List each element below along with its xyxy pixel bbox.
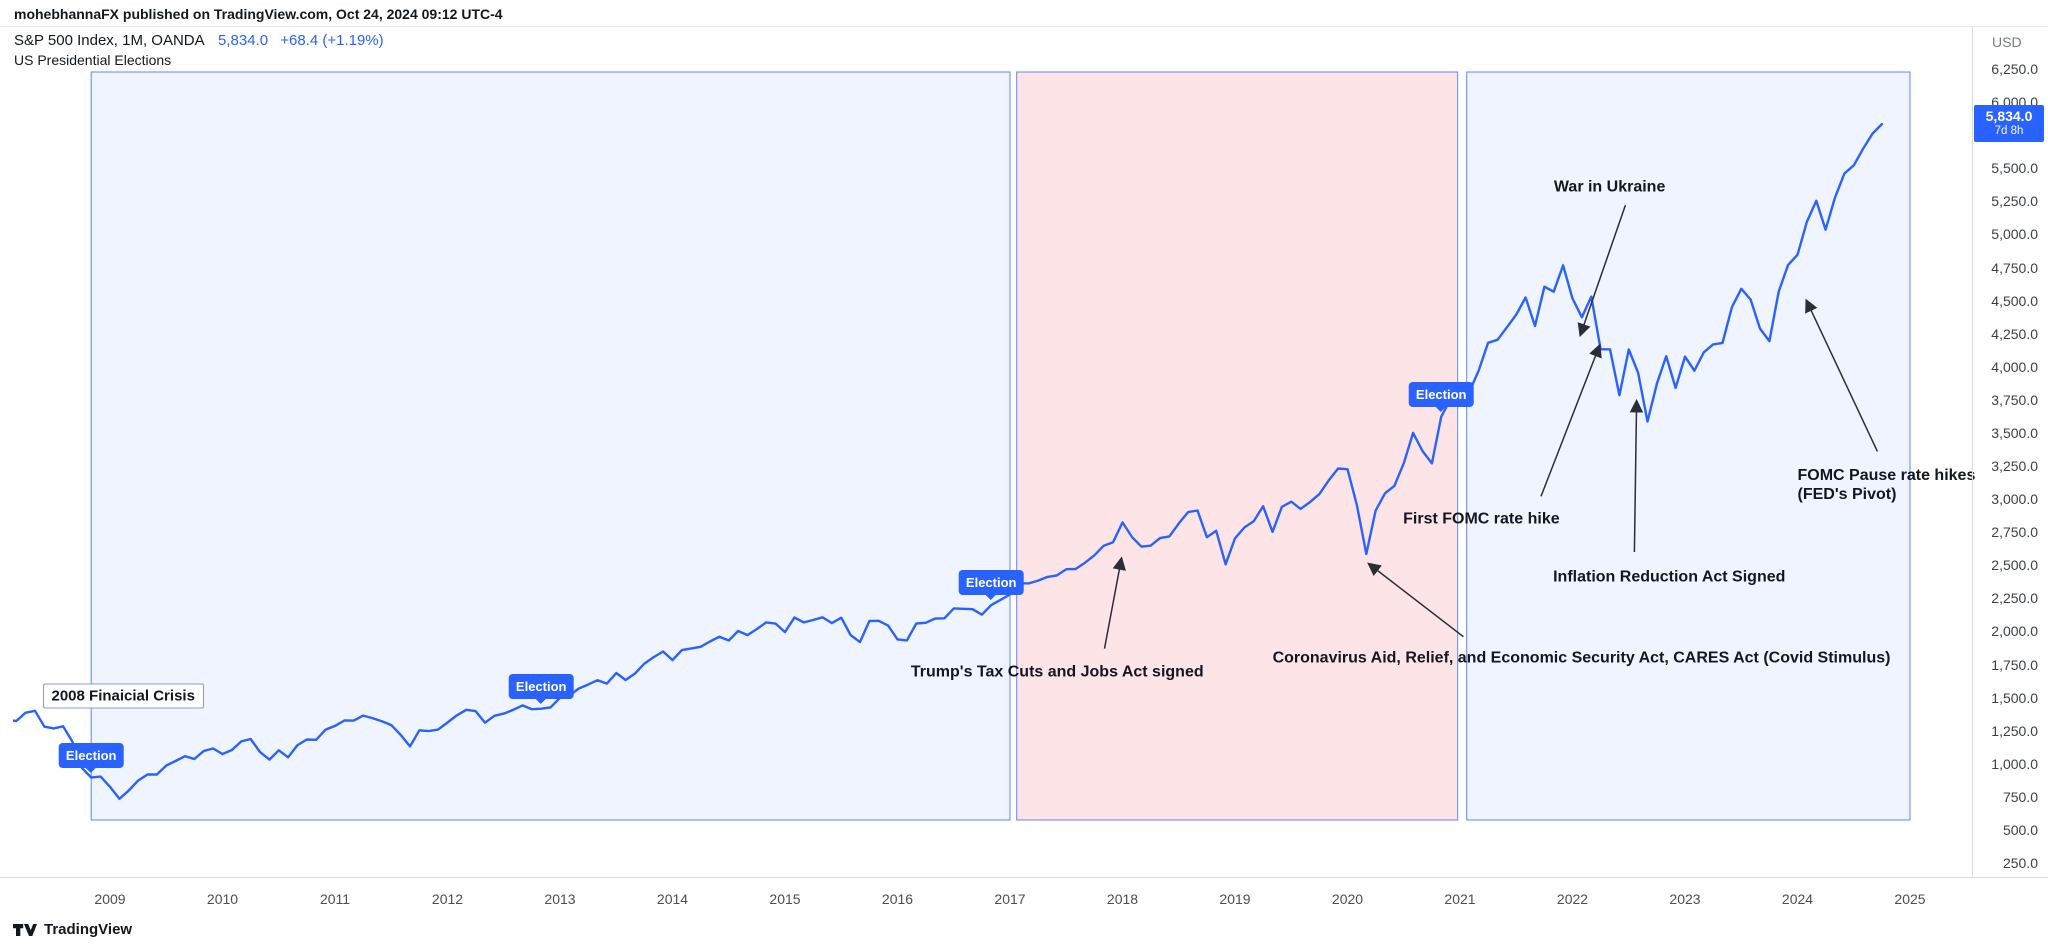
price-axis-line bbox=[1972, 27, 1973, 877]
price-scale-tick: 2,000.0 bbox=[1991, 623, 2038, 640]
price-scale-tick: 5,000.0 bbox=[1991, 226, 2038, 243]
price-scale-tick: 3,250.0 bbox=[1991, 458, 2038, 474]
legend-last-price: 5,834.0 bbox=[218, 32, 269, 49]
tradingview-brand[interactable]: TradingView bbox=[13, 921, 132, 938]
time-axis-line bbox=[0, 877, 2048, 878]
bar-countdown: 7d 8h bbox=[1994, 125, 2024, 138]
time-axis-label: 2019 bbox=[1219, 891, 1251, 907]
last-price-value: 5,834.0 bbox=[1985, 108, 2033, 125]
brand-name: TradingView bbox=[44, 921, 133, 938]
time-axis-label: 2016 bbox=[881, 891, 914, 907]
time-axis-label: 2009 bbox=[94, 891, 126, 907]
price-scale-tick: 250.0 bbox=[2002, 855, 2038, 871]
price-scale-tick: 3,750.0 bbox=[1991, 391, 2038, 408]
time-axis-label: 2015 bbox=[769, 891, 801, 907]
tradingview-logo-icon bbox=[13, 924, 37, 936]
region-term-2017-2021[interactable] bbox=[1016, 71, 1459, 821]
time-axis-label: 2020 bbox=[1331, 891, 1364, 907]
price-scale-tick: 1,250.0 bbox=[1991, 722, 2038, 739]
price-scale-tick: 6,250.0 bbox=[1991, 61, 2038, 77]
price-line bbox=[13, 122, 1884, 800]
time-axis-label: 2018 bbox=[1106, 891, 1139, 907]
time-axis-label: 2021 bbox=[1444, 891, 1476, 907]
price-scale-tick: 1,500.0 bbox=[1991, 689, 2038, 706]
price-scale-tick: 3,000.0 bbox=[1991, 491, 2038, 508]
header-divider bbox=[0, 26, 2048, 27]
symbol-title[interactable]: S&P 500 Index, 1M, OANDA bbox=[14, 32, 204, 49]
publisher-line: mohebhannaFX published on TradingView.co… bbox=[14, 6, 503, 22]
annotation-arrow-tax-cuts[interactable] bbox=[1103, 556, 1126, 649]
price-scale-tick: 4,500.0 bbox=[1991, 292, 2038, 309]
time-axis-label: 2014 bbox=[656, 891, 689, 907]
time-axis-label: 2023 bbox=[1669, 891, 1701, 907]
price-scale-tick: 4,000.0 bbox=[1991, 358, 2038, 375]
election-marker-2[interactable]: Election bbox=[508, 673, 574, 704]
time-axis-label: 2022 bbox=[1556, 891, 1589, 907]
time-axis-label: 2024 bbox=[1781, 891, 1814, 907]
last-price-badge: 5,834.0 7d 8h bbox=[1974, 105, 2044, 143]
price-scale-tick: 1,750.0 bbox=[1991, 656, 2038, 673]
price-scale-tick: 750.0 bbox=[2002, 788, 2038, 805]
annotation-financial-crisis[interactable]: 2008 Finaicial Crisis bbox=[42, 683, 204, 709]
time-axis-label: 2013 bbox=[544, 891, 576, 907]
price-scale-tick: 2,750.0 bbox=[1991, 524, 2038, 541]
election-marker-3[interactable]: Election bbox=[958, 570, 1024, 601]
annotation-arrow-inflation-reduction-act[interactable] bbox=[1629, 398, 1644, 553]
annotation-arrow-cares-act[interactable] bbox=[1367, 562, 1464, 638]
time-axis-label: 2025 bbox=[1894, 891, 1926, 907]
chart-title-note: US Presidential Elections bbox=[14, 52, 172, 68]
time-axis-label: 2017 bbox=[994, 891, 1026, 907]
price-scale-tick: 1,000.0 bbox=[1991, 755, 2038, 772]
price-scale-tick: 4,250.0 bbox=[1991, 325, 2038, 342]
price-scale-tick: 5,500.0 bbox=[1991, 160, 2038, 177]
price-scale-tick: 4,750.0 bbox=[1991, 259, 2038, 276]
legend-change: +68.4 (+1.19%) bbox=[280, 32, 384, 49]
annotation-arrow-war-in-ukraine[interactable] bbox=[1577, 205, 1627, 338]
annotation-fomc-pause[interactable]: FOMC Pause rate hikes (FED's Pivot) bbox=[1797, 466, 1976, 503]
price-scale-tick: 5,250.0 bbox=[1991, 193, 2038, 210]
annotation-inflation-reduction-act[interactable]: Inflation Reduction Act Signed bbox=[1553, 568, 1786, 586]
annotation-arrow-fomc-pause[interactable] bbox=[1805, 298, 1879, 452]
election-marker-4[interactable]: Election bbox=[1408, 381, 1474, 412]
price-scale-tick: 2,500.0 bbox=[1991, 557, 2038, 574]
symbol-legend[interactable]: S&P 500 Index, 1M, OANDA 5,834.0 +68.4 (… bbox=[14, 32, 384, 49]
price-scale-tick: 2,250.0 bbox=[1991, 590, 2038, 607]
time-axis-label: 2012 bbox=[431, 891, 464, 907]
time-axis-label: 2011 bbox=[319, 891, 351, 907]
annotation-first-fomc-rate-hike[interactable]: First FOMC rate hike bbox=[1403, 510, 1560, 528]
price-scale-currency[interactable]: USD bbox=[1992, 34, 2022, 50]
price-scale-tick: 3,500.0 bbox=[1991, 424, 2038, 441]
annotation-war-in-ukraine[interactable]: War in Ukraine bbox=[1553, 178, 1666, 196]
annotation-arrow-first-fomc-rate-hike[interactable] bbox=[1540, 343, 1602, 497]
annotation-cares-act[interactable]: Coronavirus Aid, Relief, and Economic Se… bbox=[1272, 649, 1891, 667]
annotation-tax-cuts[interactable]: Trump's Tax Cuts and Jobs Act signed bbox=[910, 663, 1204, 681]
price-scale-tick: 500.0 bbox=[2002, 821, 2038, 838]
time-axis-label: 2010 bbox=[206, 891, 239, 907]
election-marker-1[interactable]: Election bbox=[58, 742, 124, 773]
